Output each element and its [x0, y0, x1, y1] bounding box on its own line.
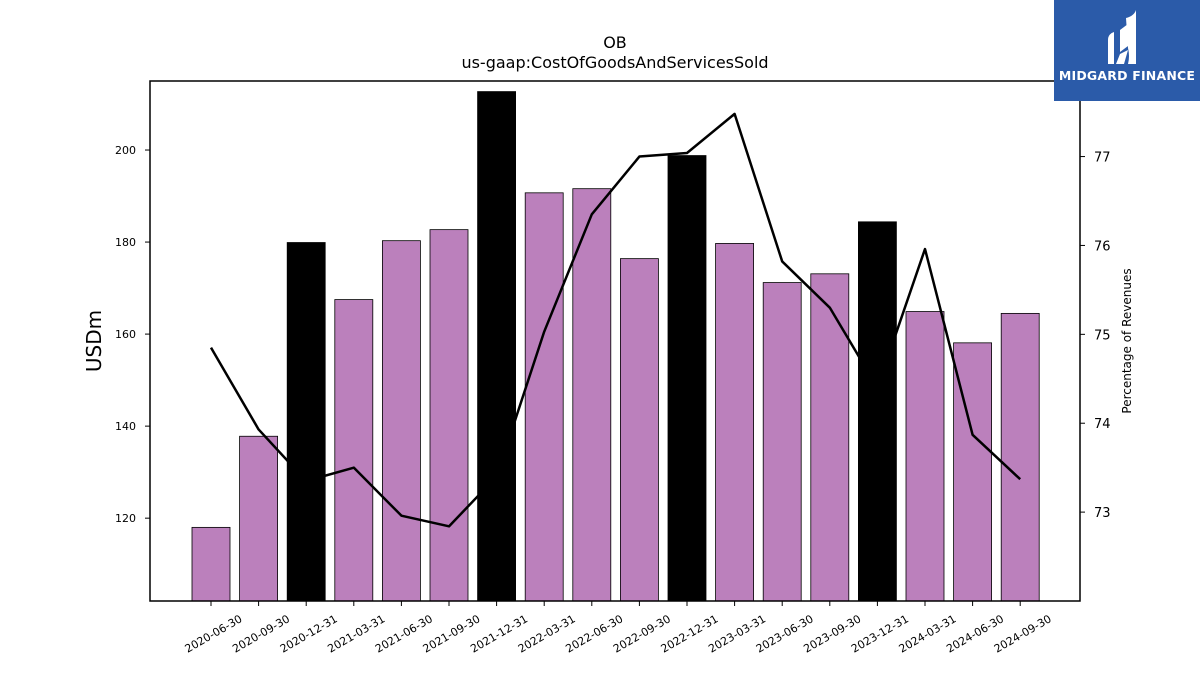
- bar-2020-12-31: [286, 242, 326, 602]
- y-right-tick-label: 74: [1094, 417, 1111, 432]
- chart-subtitle: us-gaap:CostOfGoodsAndServicesSold: [461, 53, 768, 72]
- midgard-logo-icon: [1108, 10, 1136, 64]
- logo-text: MIDGARD FINANCE: [1058, 68, 1196, 83]
- bar-2022-03-31: [524, 192, 564, 602]
- bar-series: [191, 91, 1040, 602]
- plot-frame: [149, 80, 1081, 602]
- bar-2023-06-30: [762, 282, 802, 602]
- y-tick-label: 180: [115, 236, 136, 249]
- midgard-finance-logo: MIDGARD FINANCE: [1054, 0, 1200, 101]
- bar-2021-09-30: [429, 229, 469, 602]
- y-axis-right-label: Percentage of Revenues: [1120, 268, 1134, 413]
- bar-2022-09-30: [620, 258, 659, 602]
- y-axis-label: USDm: [82, 310, 106, 372]
- bar-2020-09-30: [239, 435, 279, 602]
- bar-2024-09-30: [1000, 312, 1040, 602]
- y-axis-right: 73 74 75 76 77: [1080, 151, 1111, 521]
- bar-2024-03-31: [905, 311, 945, 602]
- y-tick-label: 200: [115, 144, 136, 157]
- bar-2021-03-31: [334, 299, 374, 602]
- x-axis: 2020-06-302020-09-302020-12-312021-03-31…: [183, 601, 1054, 656]
- y-tick-label: 140: [115, 420, 136, 433]
- y-right-tick-label: 77: [1094, 151, 1111, 166]
- y-right-tick-label: 73: [1094, 506, 1111, 521]
- bar-2023-09-30: [810, 273, 850, 602]
- bar-2023-12-31: [858, 221, 897, 602]
- bar-2023-03-31: [715, 243, 754, 602]
- y-right-tick-label: 76: [1094, 239, 1111, 254]
- percentage-line: [209, 112, 1022, 528]
- chart-title: OB: [603, 33, 627, 52]
- bar-2021-06-30: [381, 240, 421, 602]
- y-axis-left: 120 140 160 180 200: [115, 144, 150, 525]
- bar-2021-12-31: [477, 91, 517, 602]
- y-tick-label: 160: [115, 328, 136, 341]
- y-right-tick-label: 75: [1094, 328, 1111, 343]
- bar-2022-06-30: [572, 188, 612, 602]
- y-tick-label: 120: [115, 512, 136, 525]
- bar-2022-12-31: [667, 155, 707, 602]
- bar-2020-06-30: [191, 526, 231, 602]
